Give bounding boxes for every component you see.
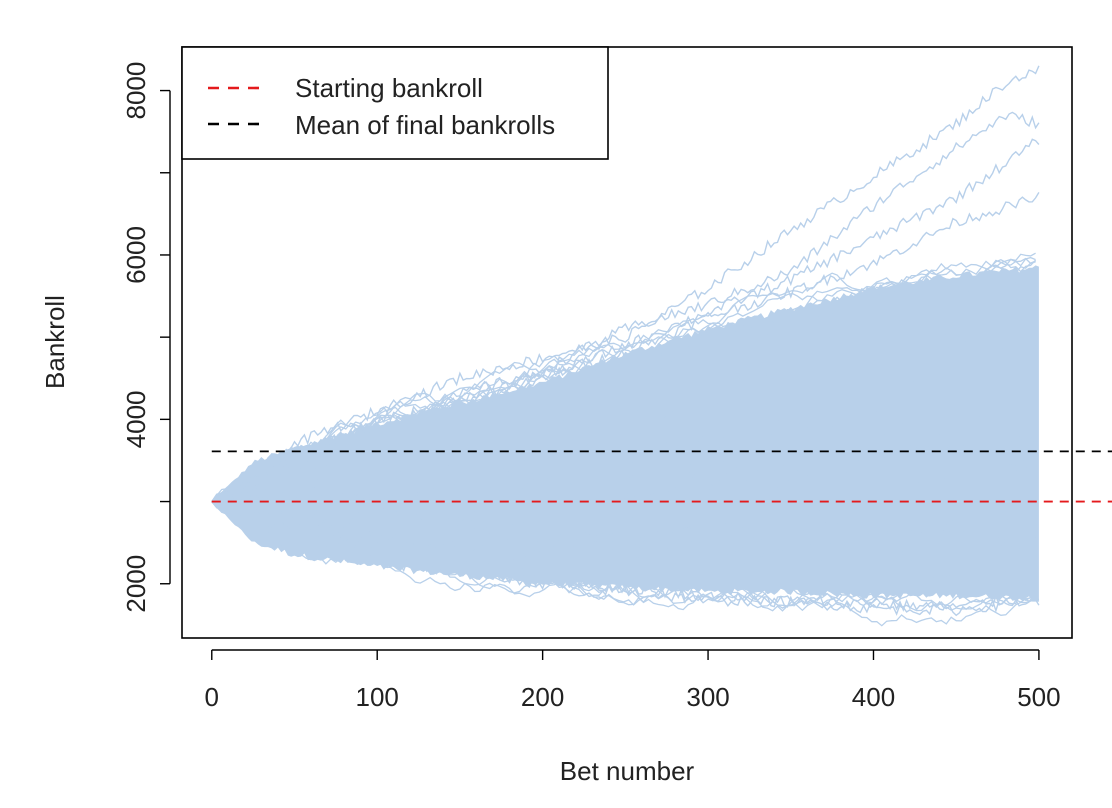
simulation-path — [211, 257, 1036, 505]
y-tick-label: 8000 — [121, 62, 151, 120]
simulation-path — [211, 499, 1037, 561]
simulation-path — [211, 447, 1036, 515]
simulation-path — [211, 431, 1037, 510]
x-tick-label: 100 — [356, 682, 399, 712]
simulation-extreme-path — [211, 500, 1039, 612]
simulation-path — [211, 426, 1037, 508]
simulation-extreme-path — [211, 65, 1040, 503]
simulation-path — [211, 428, 1037, 508]
x-tick-label: 200 — [521, 682, 564, 712]
simulation-path — [211, 498, 1037, 609]
simulation-paths — [211, 65, 1040, 627]
x-tick-label: 0 — [205, 682, 219, 712]
y-tick-label: 6000 — [121, 226, 151, 284]
simulation-path — [211, 454, 1036, 522]
y-axis-title: Bankroll — [40, 295, 70, 389]
simulation-path — [211, 501, 1036, 627]
simulation-path — [211, 486, 1036, 530]
simulation-path — [211, 494, 1036, 579]
legend: Starting bankroll Mean of final bankroll… — [181, 46, 609, 160]
simulation-path — [211, 437, 1037, 514]
y-tick-label: 2000 — [121, 555, 151, 613]
simulation-path — [211, 501, 1036, 612]
simulation-path — [211, 496, 1036, 570]
x-tick-label: 300 — [686, 682, 729, 712]
simulation-path — [211, 313, 1036, 503]
legend-box — [181, 46, 609, 160]
simulation-path — [211, 489, 1037, 544]
plot-frame — [181, 46, 1073, 639]
simulation-path — [211, 366, 1037, 503]
simulation-path — [211, 431, 1037, 537]
y-tick-label: 4000 — [121, 390, 151, 448]
simulation-path — [211, 377, 1036, 507]
simulation-path — [211, 393, 1036, 506]
x-axis-title: Bet number — [560, 756, 695, 786]
simulation-extreme-path — [211, 111, 1040, 503]
x-tick-label: 500 — [1017, 682, 1060, 712]
simulation-path — [211, 304, 1037, 503]
x-tick-label: 400 — [852, 682, 895, 712]
simulation-extreme-path — [211, 192, 1040, 503]
simulation-path — [211, 465, 1036, 520]
reference-lines — [211, 450, 1112, 503]
simulation-path — [211, 338, 1037, 507]
simulation-extreme-path — [211, 138, 1040, 503]
y-axis: 2000 4000 6000 8000 — [121, 62, 171, 613]
x-axis: 0 100 200 300 400 500 — [205, 649, 1061, 712]
simulation-path — [211, 498, 1036, 560]
legend-label-starting-bankroll: Starting bankroll — [295, 73, 483, 103]
legend-label-mean-final: Mean of final bankrolls — [295, 110, 555, 140]
simulation-path — [211, 258, 1037, 502]
